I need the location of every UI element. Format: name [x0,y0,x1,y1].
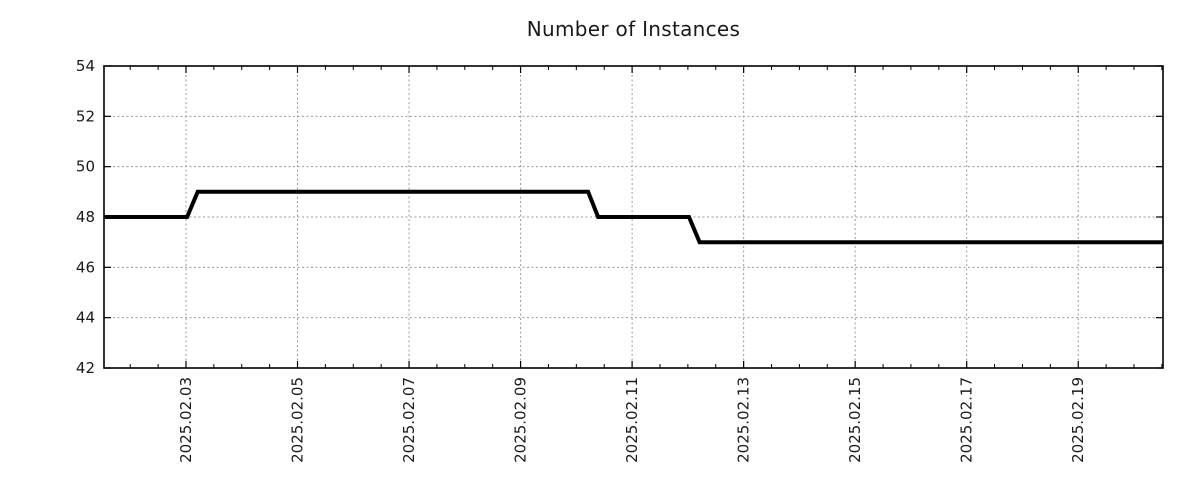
x-tick-label: 2025.02.13 [735,377,753,463]
y-tick-label: 46 [76,258,95,276]
y-tick-label: 44 [76,309,95,327]
x-tick-label: 2025.02.17 [958,377,976,463]
x-tick-label: 2025.02.19 [1069,377,1087,463]
x-tick-label: 2025.02.03 [177,377,195,463]
x-tick-label: 2025.02.11 [623,377,641,463]
x-tick-label: 2025.02.09 [512,377,530,463]
data-line-instances [104,189,1163,245]
y-tick-label: 50 [76,158,95,176]
y-tick-label: 48 [76,208,95,226]
y-tick-label: 52 [76,107,95,125]
x-tick-label: 2025.02.15 [846,377,864,463]
y-tick-label: 54 [76,57,95,75]
chart-title: Number of Instances [526,17,741,41]
x-tick-label: 2025.02.07 [400,377,418,463]
x-tick-label: 2025.02.05 [289,377,307,463]
y-tick-label: 42 [76,359,95,377]
